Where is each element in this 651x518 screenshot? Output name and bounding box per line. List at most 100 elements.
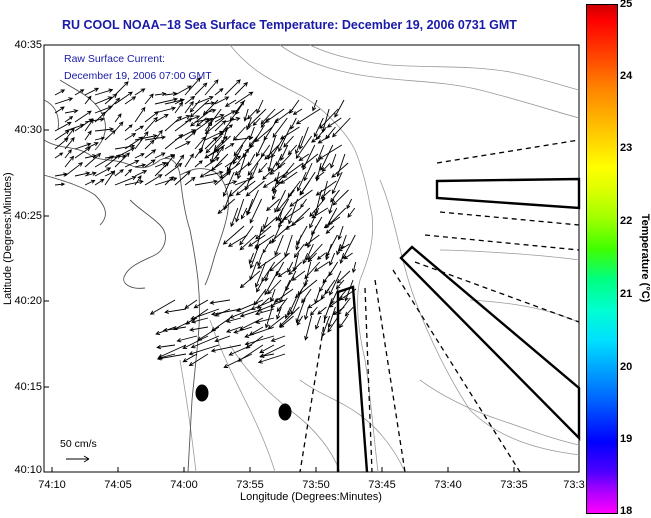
current-vector (224, 142, 235, 150)
current-vector (262, 180, 274, 188)
current-vector (84, 95, 92, 105)
current-vector (189, 99, 201, 113)
current-vector (164, 115, 182, 132)
current-vector (243, 108, 249, 122)
current-vector (268, 225, 290, 245)
current-vector (346, 198, 353, 210)
current-vector (271, 135, 285, 158)
current-vector (287, 144, 298, 156)
current-vector (124, 168, 133, 177)
current-vector (248, 252, 255, 265)
current-vector (317, 306, 327, 315)
current-vector (204, 79, 219, 96)
current-vector (223, 353, 253, 368)
current-vector (204, 136, 218, 150)
current-vector (124, 159, 140, 168)
current-vector (233, 326, 253, 334)
current-vector (303, 306, 309, 321)
current-vector (260, 144, 271, 158)
current-vector (224, 79, 241, 96)
current-vector (264, 144, 280, 160)
colorbar-tick: 24 (620, 70, 633, 82)
current-vector (289, 189, 313, 207)
current-vector (144, 135, 166, 141)
current-vector (284, 306, 291, 320)
current-vector (94, 127, 115, 132)
current-vector (162, 326, 187, 333)
current-vector (219, 162, 241, 179)
current-vector (234, 162, 250, 176)
current-vector (54, 137, 69, 150)
current-vector (259, 344, 275, 354)
current-vector (124, 124, 133, 132)
current-vector (134, 163, 147, 168)
current-vector (277, 207, 284, 222)
current-vector (273, 288, 294, 303)
current-vector (156, 353, 187, 361)
current-vector (217, 198, 235, 215)
current-vector (291, 270, 306, 281)
current-vector (134, 125, 145, 132)
current-vector (239, 308, 264, 318)
current-vector (225, 326, 242, 333)
x-axis-label: Longitude (Degrees:Minutes) (240, 491, 382, 503)
current-vector (275, 261, 285, 277)
current-vector (254, 261, 267, 288)
current-vector (74, 89, 85, 96)
current-vector (184, 130, 197, 141)
current-vector (222, 171, 235, 198)
current-vector (300, 198, 307, 209)
current-vector (255, 317, 275, 324)
current-vector (325, 243, 332, 261)
current-vector (269, 252, 290, 272)
annotation-line1: Raw Surface Current: (64, 53, 165, 65)
current-vector (256, 297, 270, 309)
current-vector (321, 162, 331, 172)
current-vector (278, 126, 291, 152)
x-tick-label: 74:00 (170, 479, 198, 491)
current-vector (277, 216, 287, 228)
current-vector (332, 189, 349, 206)
current-vector (104, 129, 116, 141)
current-vector (312, 99, 318, 112)
current-vector (207, 108, 222, 128)
current-vector (271, 189, 277, 201)
current-vector (331, 171, 343, 195)
current-vector (194, 117, 214, 132)
current-vector (194, 82, 208, 96)
current-vector (64, 116, 74, 123)
current-vector (295, 135, 312, 160)
current-vector (284, 234, 293, 258)
current-vector (164, 133, 184, 150)
current-vector (84, 87, 100, 96)
current-vector (174, 114, 191, 123)
current-vector (94, 178, 105, 186)
current-vector (307, 252, 317, 263)
current-vector (190, 108, 213, 127)
x-tick-label: 74:05 (104, 479, 132, 491)
current-vector (262, 171, 271, 180)
colorbar-tick: 21 (620, 288, 633, 300)
scale-arrow-icon (66, 455, 90, 463)
current-vector (104, 154, 121, 168)
colorbar-tick: 20 (620, 361, 633, 373)
current-vector (339, 252, 345, 265)
scale-label: 50 cm/s (60, 438, 97, 450)
current-vector (229, 308, 253, 319)
current-vector (336, 153, 346, 178)
current-vector (255, 135, 268, 158)
current-vector (288, 261, 303, 276)
current-vector (184, 115, 201, 123)
current-vector (176, 335, 198, 343)
current-vector (247, 153, 265, 176)
current-vector (209, 299, 231, 305)
current-vector (219, 117, 234, 137)
current-vector (154, 161, 167, 168)
current-vector (295, 108, 321, 125)
current-vector (292, 108, 303, 115)
current-vector (274, 189, 286, 213)
current-vector (298, 153, 310, 162)
current-vector (285, 270, 297, 292)
current-vector (260, 108, 276, 125)
